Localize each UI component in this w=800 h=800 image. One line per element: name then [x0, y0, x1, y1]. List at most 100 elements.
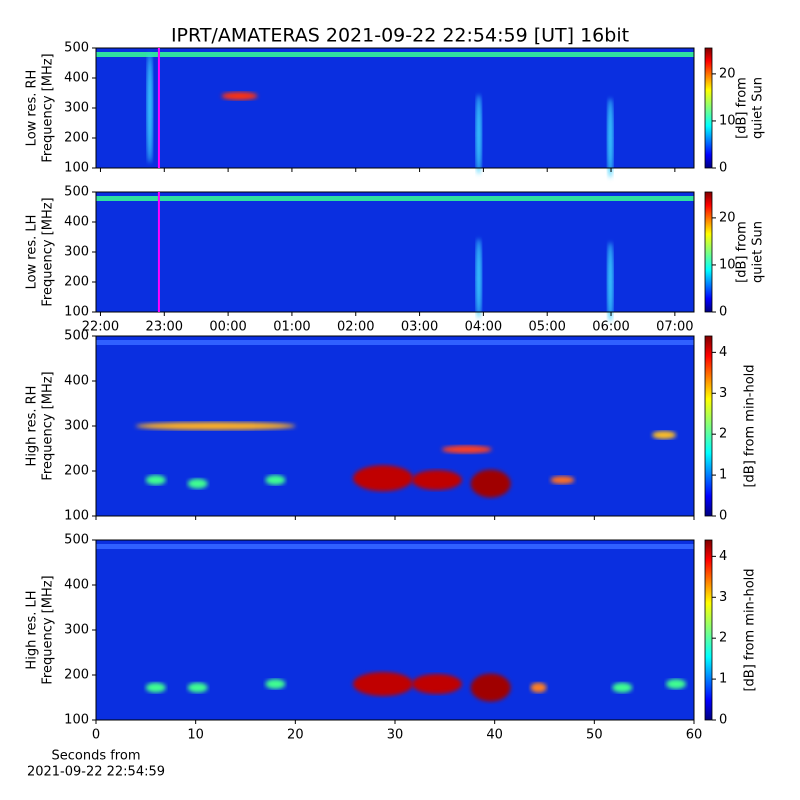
colorbar	[704, 191, 713, 313]
colorbar-label: quiet Sun	[751, 221, 766, 283]
colorbar-tick-label: 20	[719, 66, 736, 81]
feature	[550, 476, 575, 484]
y-axis-label: High res. RH	[25, 386, 40, 467]
y-tick-label: 200	[64, 464, 89, 479]
colorbar	[704, 539, 713, 721]
x-tick-label: 10	[187, 728, 204, 743]
feature	[265, 679, 286, 689]
feature	[470, 673, 511, 702]
colorbar-tick-label: 0	[719, 509, 727, 524]
y-axis-label: Low res. RH	[25, 70, 40, 147]
y-tick-label: 300	[64, 419, 89, 434]
colorbar-tick-label: 1	[719, 468, 727, 483]
y-tick-label: 300	[64, 101, 89, 116]
x-tick-label: 0	[92, 728, 100, 743]
feature	[187, 682, 208, 693]
y-axis-label: Frequency [MHz]	[41, 197, 56, 306]
colorbar-tick-label: 0	[719, 305, 727, 320]
y-tick-label: 200	[64, 131, 89, 146]
heatmap	[96, 48, 694, 168]
feature	[530, 682, 547, 693]
feature	[221, 92, 258, 100]
feature	[607, 242, 614, 322]
colorbar-label: [dB] from min-hold	[743, 364, 758, 487]
colorbar-tick-label: 4	[719, 549, 727, 564]
colorbar-tick-label: 2	[719, 631, 727, 646]
colorbar-tick-label: 20	[719, 210, 736, 225]
x-tick-label: 30	[387, 728, 404, 743]
feature	[652, 431, 677, 439]
band	[96, 340, 694, 345]
y-tick-label: 400	[64, 71, 89, 86]
feature	[411, 470, 462, 490]
x-axis-label: Seconds from	[51, 749, 140, 764]
y-tick-label: 200	[64, 275, 89, 290]
x-tick-label: 02:00	[337, 320, 374, 335]
y-tick-label: 500	[64, 41, 89, 56]
figure-title: IPRT/AMATERAS 2021-09-22 22:54:59 [UT] 1…	[171, 25, 629, 47]
feature	[470, 469, 511, 498]
band	[96, 196, 694, 201]
y-tick-label: 100	[64, 713, 89, 728]
colorbar	[704, 335, 713, 517]
feature	[145, 475, 166, 485]
x-tick-label: 22:00	[82, 320, 119, 335]
y-tick-label: 400	[64, 374, 89, 389]
colorbar-label: [dB] from	[735, 221, 750, 283]
feature	[146, 53, 153, 163]
feature	[475, 94, 482, 175]
colorbar-tick-label: 3	[719, 590, 727, 605]
x-tick-label: 06:00	[592, 320, 629, 335]
feature	[265, 475, 286, 485]
feature	[353, 672, 414, 696]
feature	[135, 422, 296, 430]
feature	[612, 682, 633, 693]
x-tick-label: 03:00	[401, 320, 438, 335]
x-tick-label: 60	[686, 728, 703, 743]
y-axis-label: Frequency [MHz]	[41, 53, 56, 162]
colorbar-tick-label: 10	[719, 113, 736, 128]
x-tick-label: 07:00	[656, 320, 693, 335]
y-tick-label: 500	[64, 185, 89, 200]
y-tick-label: 100	[64, 305, 89, 320]
band	[96, 544, 694, 549]
colorbar-tick-label: 10	[719, 257, 736, 272]
colorbar-label: [dB] from	[735, 77, 750, 139]
y-tick-label: 100	[64, 509, 89, 524]
feature	[187, 478, 208, 489]
feature	[441, 445, 492, 454]
colorbar-label: [dB] from min-hold	[743, 568, 758, 691]
colorbar-tick-label: 3	[719, 386, 727, 401]
colorbar-label: quiet Sun	[751, 77, 766, 139]
x-tick-label: 40	[486, 728, 503, 743]
y-tick-label: 200	[64, 668, 89, 683]
y-tick-label: 100	[64, 161, 89, 176]
x-tick-label: 20	[287, 728, 304, 743]
y-tick-label: 500	[64, 533, 89, 548]
feature	[475, 238, 482, 319]
colorbar-tick-label: 1	[719, 672, 727, 687]
x-tick-label: 00:00	[209, 320, 246, 335]
colorbar	[704, 47, 713, 169]
y-axis-label: Frequency [MHz]	[41, 575, 56, 684]
x-axis-label: 2021-09-22 22:54:59	[27, 765, 165, 780]
colorbar-tick-label: 4	[719, 345, 727, 360]
feature	[411, 674, 462, 694]
y-axis-label: Frequency [MHz]	[41, 371, 56, 480]
band	[96, 52, 694, 57]
colorbar-tick-label: 0	[719, 161, 727, 176]
heatmap	[96, 192, 694, 312]
feature	[353, 465, 414, 492]
y-tick-label: 400	[64, 578, 89, 593]
colorbar-tick-label: 2	[719, 427, 727, 442]
x-tick-label: 04:00	[465, 320, 502, 335]
x-tick-label: 50	[586, 728, 603, 743]
y-axis-label: High res. LH	[25, 590, 40, 669]
feature	[607, 98, 614, 178]
x-tick-label: 23:00	[146, 320, 183, 335]
y-axis-label: Low res. LH	[25, 215, 40, 290]
colorbar-tick-label: 0	[719, 713, 727, 728]
y-tick-label: 500	[64, 329, 89, 344]
feature	[145, 682, 166, 693]
